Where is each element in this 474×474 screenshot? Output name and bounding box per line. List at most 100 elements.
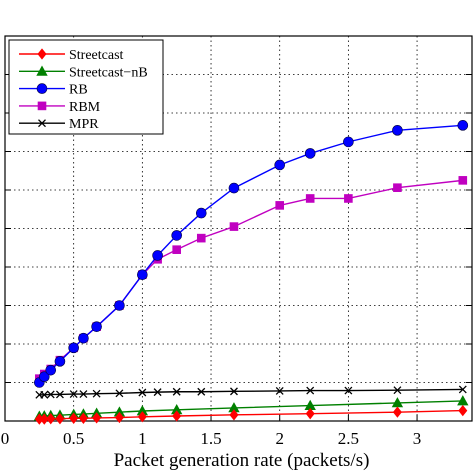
- x-tick-label: 3: [413, 429, 422, 448]
- data-point-mpr-stroke-b: [138, 388, 147, 397]
- data-point-rb: [114, 300, 125, 311]
- data-point-rb: [171, 230, 182, 241]
- data-point-rbm: [172, 245, 181, 254]
- data-point-mpr-stroke-b: [46, 390, 55, 399]
- data-point-rbm: [393, 183, 402, 192]
- data-point-rb: [152, 250, 163, 261]
- data-point-mpr-stroke-b: [55, 390, 64, 399]
- legend-label-rb: RB: [69, 83, 88, 98]
- data-point-rb: [274, 159, 286, 171]
- data-point-mpr: [393, 386, 402, 395]
- data-point-rb: [343, 136, 354, 148]
- legend-marker-mpr: [38, 119, 46, 128]
- data-point-streetcast: [39, 413, 49, 425]
- data-point-rb: [38, 371, 50, 383]
- x-tick-label: 0.5: [63, 429, 84, 448]
- x-tick-label: 1: [138, 429, 147, 448]
- data-point-mpr-stroke-b: [275, 387, 284, 395]
- data-point-mpr: [458, 385, 467, 394]
- data-point-mpr-stroke-b: [344, 386, 353, 395]
- x-tick-label: 1.5: [200, 429, 221, 448]
- data-point-mpr: [344, 386, 353, 395]
- data-point-mpr: [153, 388, 162, 397]
- data-point-streetcast: [172, 410, 182, 422]
- data-point-rb: [78, 332, 89, 344]
- data-point-mpr: [115, 389, 124, 398]
- data-point-mpr-stroke-b: [79, 390, 88, 399]
- series-rbm: [35, 176, 468, 383]
- data-point-mpr-stroke-b: [230, 387, 238, 396]
- data-point-streetcast: [458, 404, 468, 417]
- data-point-mpr: [230, 387, 238, 396]
- data-point-mpr-stroke-b: [393, 386, 402, 395]
- data-point-streetcast: [78, 412, 88, 424]
- data-point-mpr: [69, 390, 78, 399]
- data-point-rb: [137, 269, 148, 281]
- data-point-mpr: [46, 390, 55, 399]
- data-point-mpr-stroke-b: [172, 387, 181, 396]
- data-point-streetcast: [305, 408, 315, 420]
- data-point-mpr-stroke-b: [306, 386, 315, 395]
- data-point-mpr-stroke-b: [40, 390, 49, 399]
- data-point-streetcast: [114, 411, 124, 424]
- data-point-streetcast: [55, 413, 65, 425]
- data-point-mpr: [138, 388, 147, 397]
- legend-marker-streetcast: [37, 48, 47, 60]
- legend: Streetcast Streetcast−nB RB RBM MPR: [8, 39, 164, 135]
- legend-marker-streetcast-nb: [36, 65, 48, 76]
- series-line-rb: [38, 124, 463, 383]
- data-point-mpr: [306, 386, 315, 395]
- series-line-rbm: [38, 179, 463, 380]
- legend-label-streetcast: Streetcast: [69, 48, 124, 63]
- x-axis-label: Packet generation rate (packets/s): [114, 450, 370, 471]
- legend-label-streetcast-nb: Streetcast−nB: [69, 65, 148, 80]
- data-point-rbm: [196, 233, 206, 243]
- data-point-rb: [457, 120, 469, 131]
- data-point-mpr: [40, 390, 49, 399]
- data-point-rbm: [344, 194, 353, 203]
- data-series: [33, 120, 469, 425]
- series-streetcast: [34, 404, 468, 425]
- data-point-rb: [304, 148, 316, 159]
- data-point-rbm: [305, 194, 315, 203]
- x-tick-label: 0: [1, 429, 10, 448]
- data-point-mpr-stroke-b: [69, 390, 78, 399]
- data-point-mpr-stroke-b: [153, 388, 162, 397]
- data-point-streetcast: [69, 412, 79, 424]
- series-line-mpr: [39, 388, 463, 396]
- data-point-mpr: [55, 390, 64, 399]
- data-point-mpr: [79, 390, 88, 399]
- x-tick-label: 2.5: [338, 429, 359, 448]
- data-point-mpr: [275, 387, 284, 395]
- series-mpr: [35, 385, 467, 399]
- legend-marker-rbm: [37, 101, 47, 111]
- data-point-rb: [45, 364, 57, 376]
- data-point-mpr-stroke-b: [92, 389, 101, 398]
- data-point-streetcast: [92, 412, 102, 424]
- data-point-rbm: [229, 222, 239, 231]
- legend-label-rbm: RBM: [69, 100, 101, 115]
- legend-label-mpr: MPR: [69, 117, 99, 132]
- legend-marker-rb: [36, 83, 48, 94]
- data-point-rb: [54, 356, 66, 367]
- data-point-rbm: [458, 176, 468, 185]
- data-point-rbm: [275, 201, 285, 210]
- data-point-mpr-stroke-b: [115, 389, 124, 398]
- legend-marker-mpr-stroke-b: [38, 119, 46, 128]
- legend-box: [8, 39, 164, 135]
- data-point-streetcast: [46, 413, 56, 425]
- data-point-rb: [392, 125, 403, 136]
- data-point-mpr: [172, 387, 181, 396]
- data-point-streetcast: [229, 409, 239, 421]
- data-point-mpr: [92, 389, 101, 398]
- data-point-mpr-stroke-b: [197, 387, 206, 396]
- data-point-rb: [195, 207, 207, 219]
- series-rb: [34, 120, 469, 388]
- data-point-mpr-stroke-b: [458, 385, 467, 394]
- data-point-mpr: [197, 387, 206, 396]
- x-tick-label: 2: [275, 429, 284, 448]
- data-point-rb: [68, 342, 79, 354]
- data-point-streetcast: [137, 411, 147, 423]
- data-point-rb: [228, 182, 240, 194]
